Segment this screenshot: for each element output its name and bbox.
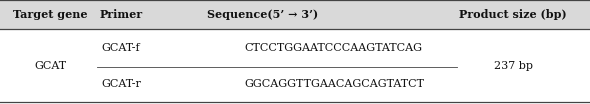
Text: Primer: Primer	[99, 9, 143, 20]
Text: Target gene: Target gene	[13, 9, 87, 20]
Text: GCAT: GCAT	[34, 61, 66, 71]
Text: Product size (bp): Product size (bp)	[460, 9, 567, 20]
FancyBboxPatch shape	[0, 0, 590, 29]
Text: GCAT-r: GCAT-r	[101, 79, 141, 89]
Text: CTCCTGGAATCCCAAGTATCAG: CTCCTGGAATCCCAAGTATCAG	[245, 43, 423, 53]
Text: GGCAGGTTGAACAGCAGTATCT: GGCAGGTTGAACAGCAGTATCT	[245, 79, 425, 89]
Text: Sequence(5’ → 3’): Sequence(5’ → 3’)	[207, 9, 318, 20]
Text: GCAT-f: GCAT-f	[101, 43, 140, 53]
Text: 237 bp: 237 bp	[494, 61, 533, 71]
